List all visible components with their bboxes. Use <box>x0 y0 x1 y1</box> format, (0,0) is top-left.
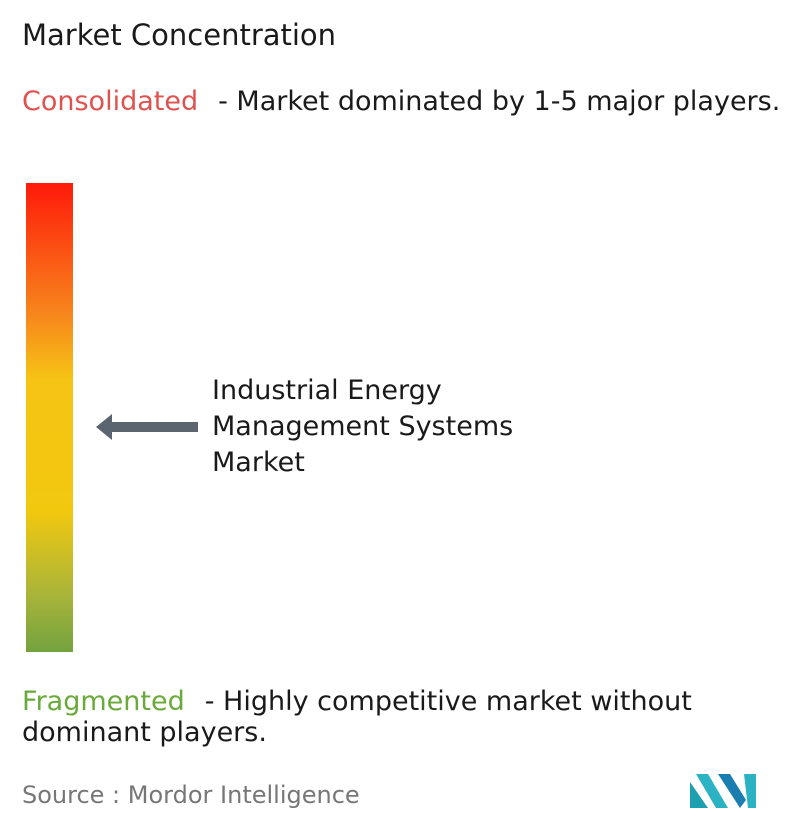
logo-shape <box>690 782 708 808</box>
arrow <box>96 414 198 440</box>
market-label: Management Systems <box>212 411 514 442</box>
fragmented-label: Fragmented <box>22 686 185 717</box>
market-label: Market <box>212 447 305 478</box>
fragmented-description: - Highly competitive market without domi… <box>22 686 692 748</box>
fragmented-text: Fragmented - Highly competitive market wi… <box>22 686 792 748</box>
title: Market Concentration <box>22 18 337 52</box>
consolidated-label: Consolidated <box>22 86 199 117</box>
logo-shape <box>744 774 756 808</box>
logo <box>690 774 756 808</box>
source: Source : Mordor Intelligence <box>22 781 360 809</box>
logo-shape <box>696 774 728 808</box>
arrow-shape <box>96 414 198 440</box>
logo-shape <box>718 774 746 808</box>
consolidated-text: Consolidated - Market dominated by 1-5 ma… <box>22 86 792 117</box>
consolidated-description: - Market dominated by 1-5 major players. <box>218 86 781 117</box>
market-label: Industrial Energy <box>212 375 442 406</box>
gradient-bar <box>26 183 73 652</box>
